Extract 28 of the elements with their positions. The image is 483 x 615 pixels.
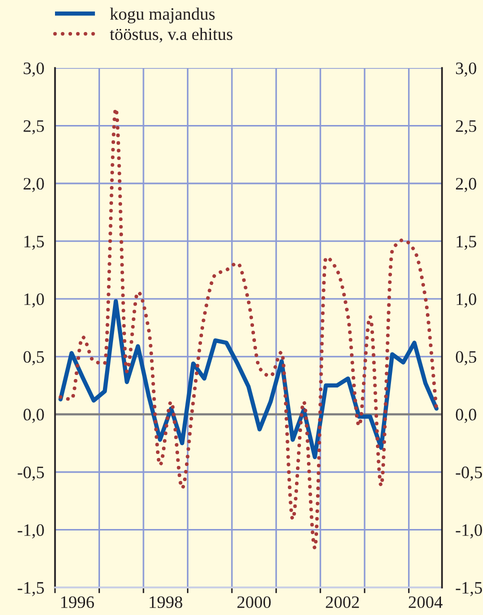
y2-tick-label: 3,0 — [456, 62, 476, 77]
x-tick-label: 1996 — [61, 596, 94, 608]
y2-tick-label: -1,5 — [456, 582, 482, 596]
x-tick-label: 1998 — [150, 596, 182, 608]
legend-label: tööstus, v.a ehitus — [110, 28, 232, 43]
y2-tick-label: -0,5 — [456, 466, 482, 481]
y2-tick-label: 1,5 — [456, 236, 476, 250]
y-tick-label: 1,0 — [24, 293, 44, 308]
x-tick-label: 2004 — [408, 596, 443, 608]
y-tick-label: 0,0 — [24, 408, 44, 424]
y2-tick-label: 0,5 — [456, 351, 476, 366]
y2-tick-label: 2,0 — [456, 178, 476, 192]
line-series — [58, 299, 439, 460]
x-tick-label: 2000 — [237, 596, 271, 608]
x-tick-label: 2002 — [326, 596, 359, 608]
y-tick-label: -1,5 — [18, 582, 44, 596]
y-tick-label: -1,0 — [18, 524, 44, 538]
legend-label: kogu majandus — [110, 8, 215, 24]
y-tick-label: 1,5 — [24, 236, 44, 250]
y-tick-label: 3,0 — [24, 62, 44, 77]
y-tick-label: 0,5 — [24, 351, 44, 366]
y-tick-label: 2,0 — [24, 178, 44, 192]
y2-tick-label: -1,0 — [456, 524, 482, 538]
y2-tick-label: 0,0 — [456, 408, 476, 424]
y-tick-label: -0,5 — [18, 466, 44, 481]
y-tick-label: 2,5 — [24, 120, 44, 134]
y2-tick-label: 2,5 — [456, 120, 476, 134]
y2-tick-label: 1,0 — [456, 293, 476, 308]
